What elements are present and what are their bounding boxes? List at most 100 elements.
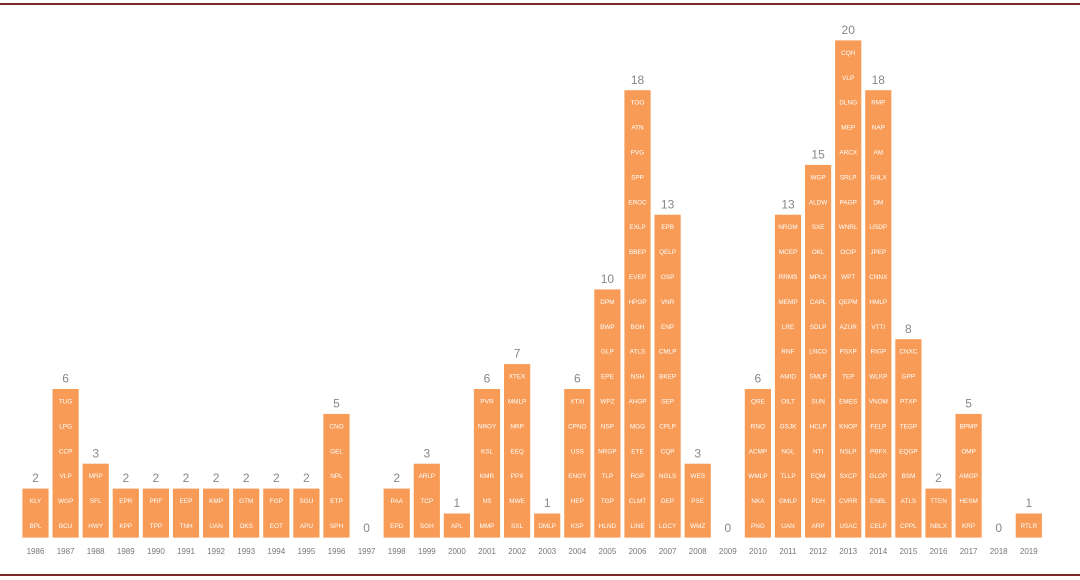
bar-segment-label: HEP (571, 498, 584, 505)
bar-segment-label: PNG (751, 523, 765, 530)
count-label: 1 (544, 496, 551, 510)
bar-segment-label: TPP (150, 523, 162, 530)
bar-segment-label: CELP (870, 523, 887, 530)
bar-segment-label: KPP (119, 523, 132, 530)
bar-segment-label: VLP (842, 75, 854, 82)
bar-segment-label: OKL (812, 249, 825, 256)
bar-segment-label: GLP (601, 349, 614, 356)
bar-segment-label: EMES (839, 398, 857, 405)
bar-segment-label: TLLP (780, 473, 795, 480)
count-label: 0 (724, 521, 731, 535)
bar-segment-label: MMLP (508, 398, 526, 405)
count-label: 2 (303, 471, 310, 485)
bar-1990 (141, 487, 170, 539)
bar-2013 (834, 39, 863, 539)
bar-segment-label: HESM (959, 498, 977, 505)
bar-segment-label: MPLX (809, 274, 827, 281)
bar-segment-label: VLP (60, 473, 72, 480)
x-tick-label: 1995 (298, 547, 316, 556)
count-label: 3 (423, 446, 430, 460)
bar-segment-label: BBEP (629, 249, 646, 256)
x-tick-label: 2006 (629, 547, 647, 556)
bar-segment-label: BSM (901, 473, 915, 480)
x-tick-label: 2000 (448, 547, 466, 556)
bar-segment-label: OMP (961, 448, 976, 455)
bar-segment-label: RTLR (1021, 523, 1038, 530)
count-label: 2 (243, 471, 250, 485)
bar-segment-label: ATLS (630, 349, 646, 356)
bar-segment-label: CVRR (839, 498, 857, 505)
bar-segment-label: ETP (330, 498, 342, 505)
bar-segment-label: EQGP (899, 448, 917, 455)
bar-segment-label: GPP (902, 374, 916, 381)
bar-segment-label: EEQ (510, 448, 524, 455)
bar-segment-label: KNOP (839, 423, 857, 430)
bar-segment-label: WPZ (600, 398, 614, 405)
x-tick-label: 1997 (358, 547, 376, 556)
bar-segment-label: HPGP (628, 299, 646, 306)
bar-segment-label: EQM (811, 473, 826, 480)
bar-1988 (81, 462, 110, 539)
x-tick-label: 1998 (388, 547, 406, 556)
bar-segment-label: PRF (150, 498, 163, 505)
bar-segment-label: TCP (420, 498, 433, 505)
bar-segment-label: KRP (962, 523, 975, 530)
x-tick-label: 1994 (267, 547, 285, 556)
bar-segment-label: KSL (481, 448, 494, 455)
bar-1996 (322, 413, 351, 539)
bar-segment-label: NS (483, 498, 492, 505)
bar-segment-label: CPLP (659, 423, 676, 430)
bar-segment-label: TLP (602, 473, 614, 480)
bar-2004 (563, 388, 592, 539)
bar-2005 (593, 288, 622, 539)
count-label: 20 (842, 23, 856, 37)
count-label: 7 (514, 347, 521, 361)
x-tick-label: 2017 (960, 547, 978, 556)
bar-segment-label: CQH (841, 50, 856, 57)
bar-segment-label: MCEP (779, 249, 797, 256)
bar-segment-label: SPH (330, 523, 344, 530)
bar-segment-label: KMR (480, 473, 495, 480)
count-label: 6 (574, 372, 581, 386)
bar-segment-label: BWP (600, 324, 615, 331)
bar-segment-label: WPT (841, 274, 855, 281)
bar-segment-label: BCU (59, 523, 73, 530)
bar-2007 (653, 213, 682, 539)
bar-segment-label: NAP (872, 125, 885, 132)
bar-segment-label: MGG (630, 423, 645, 430)
count-label: 1 (1025, 496, 1032, 510)
bar-segment-label: PPX (511, 473, 525, 480)
bar-segment-label: RRMS (779, 274, 798, 281)
bar-2012 (804, 164, 832, 539)
bar-segment-label: MEMP (778, 299, 797, 306)
count-label: 6 (755, 372, 762, 386)
bar-segment-label: CMLP (659, 349, 677, 356)
bar-1999 (412, 462, 441, 539)
bar-segment-label: EPE (601, 374, 614, 381)
x-tick-label: 2016 (930, 547, 948, 556)
count-label: 2 (273, 471, 280, 485)
bar-segment-label: APU (300, 523, 314, 530)
bar-segment-label: USDP (869, 224, 887, 231)
x-tick-label: 1988 (87, 547, 105, 556)
bar-segment-label: SUN (811, 398, 825, 405)
count-label: 2 (153, 471, 160, 485)
x-tick-label: 1987 (57, 547, 75, 556)
bar-segment-label: CPNO (568, 423, 586, 430)
bar-segment-label: OSP (661, 274, 675, 281)
bar-segment-label: EPR (119, 498, 133, 505)
bar-segment-label: WMZ (690, 523, 705, 530)
x-tick-label: 2014 (869, 547, 887, 556)
bar-segment-label: NPL (330, 473, 343, 480)
bar-2019 (1014, 512, 1043, 539)
bar-segment-label: LRE (782, 324, 794, 331)
count-label: 15 (811, 148, 825, 162)
bar-segment-label: HWY (88, 523, 104, 530)
bar-1986 (21, 487, 50, 539)
bar-segment-label: OILT (781, 398, 795, 405)
bar-segment-label: SHLX (870, 174, 887, 181)
x-tick-label: 2007 (659, 547, 677, 556)
bar-segment-label: QEPM (839, 299, 858, 306)
bar-segment-label: ENBL (870, 498, 887, 505)
